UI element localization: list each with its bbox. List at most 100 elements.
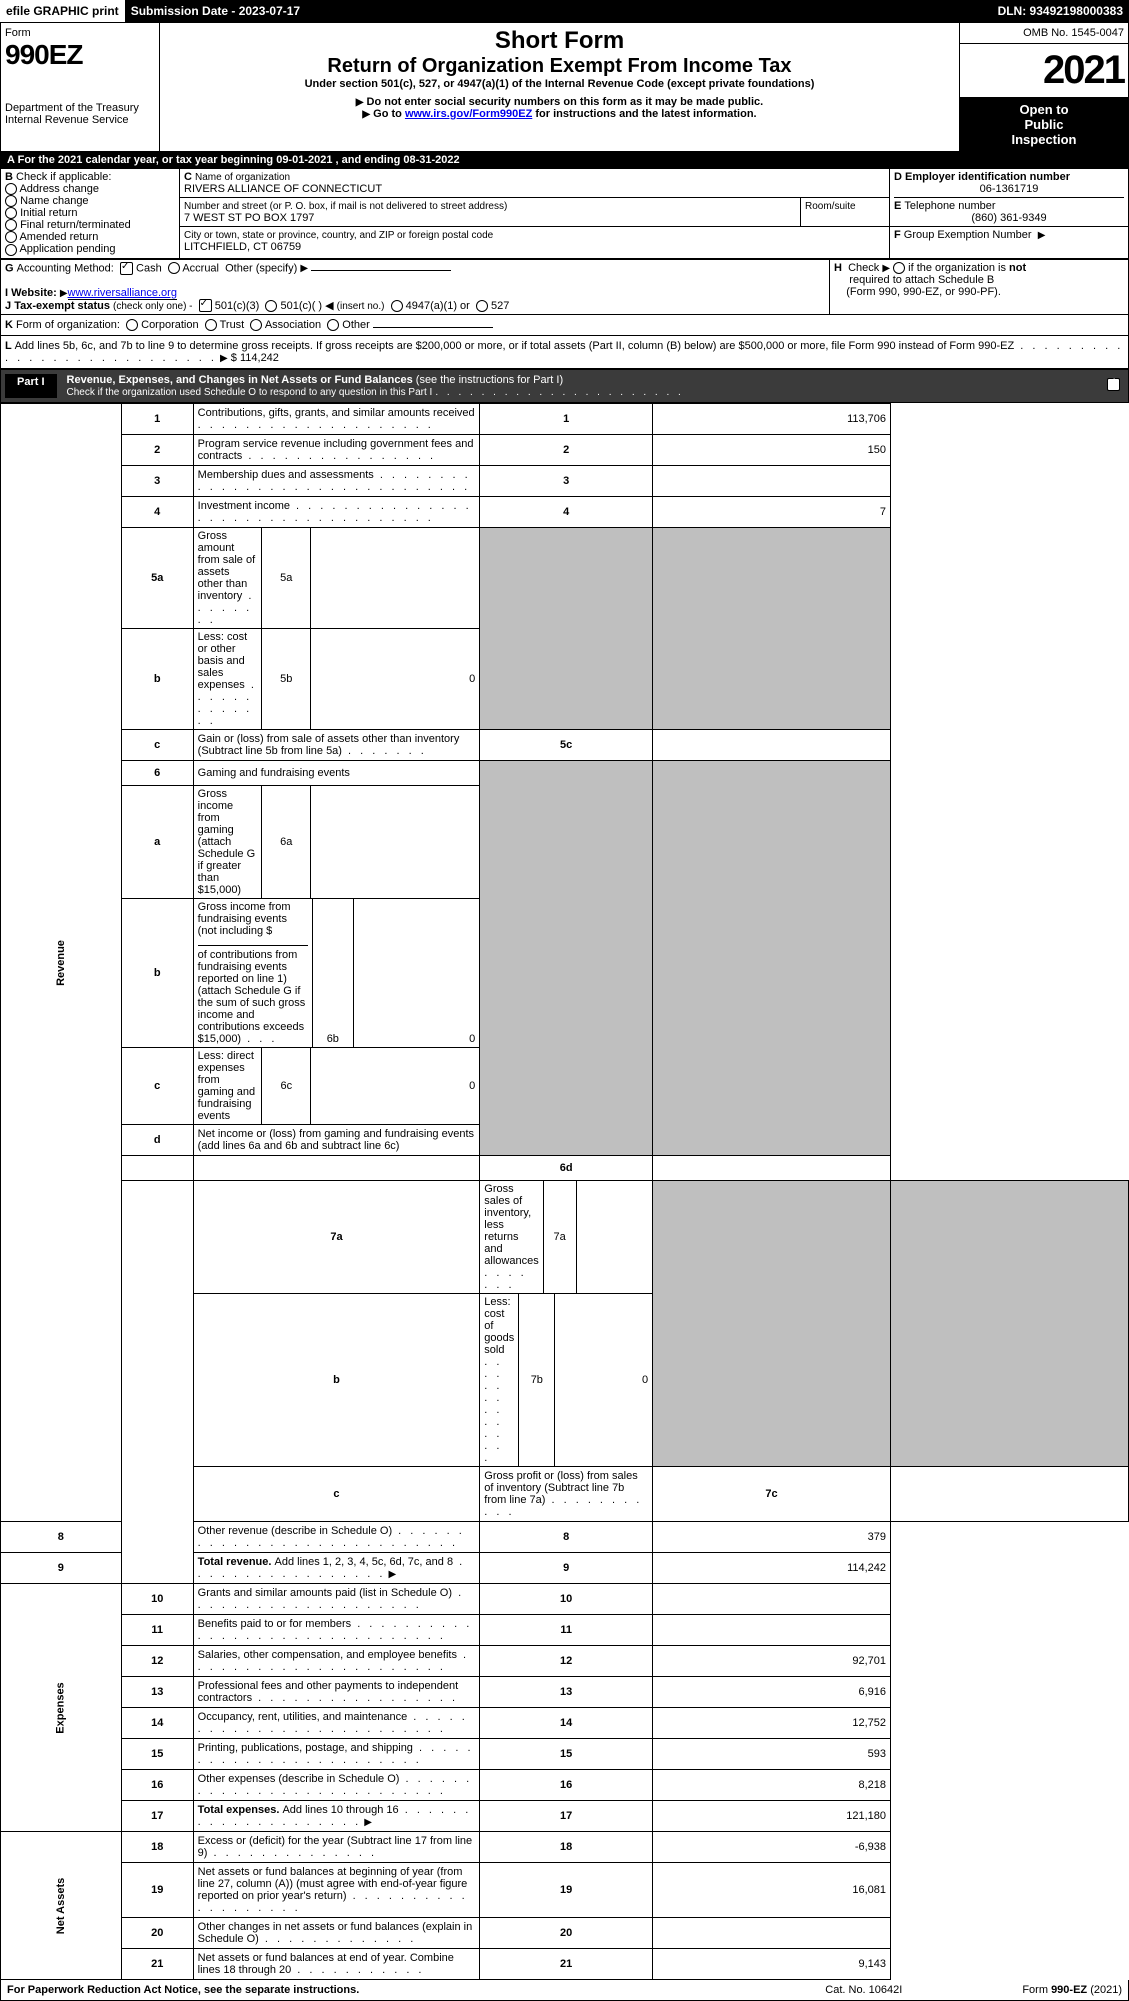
line2-amt: 150: [653, 435, 891, 466]
line12-amt: 92,701: [653, 1646, 891, 1677]
line7b-sub: 7b: [519, 1294, 555, 1466]
part1-label: Part I: [5, 374, 57, 398]
line8-text: Other revenue (describe in Schedule O) .…: [193, 1522, 480, 1553]
b-label: Check if applicable:: [16, 171, 111, 183]
g-other: Other (specify): [225, 262, 297, 274]
line6b-text2: of contributions from fundraising events…: [198, 949, 306, 1045]
note-goto: Go to www.irs.gov/Form990EZ for instruct…: [164, 108, 955, 120]
line5a-text: Gross amount from sale of assets other t…: [194, 528, 262, 628]
checkbox-other[interactable]: [327, 319, 339, 331]
note1-text: Do not enter social security numbers on …: [367, 96, 764, 108]
part1-header: Part I Revenue, Expenses, and Changes in…: [0, 369, 1129, 403]
checkbox-amended[interactable]: [5, 231, 17, 243]
l-text: Add lines 5b, 6c, and 7b to line 9 to de…: [15, 340, 1015, 352]
form-word: Form: [5, 27, 155, 39]
room-suite-label: Room/suite: [805, 201, 856, 212]
checkbox-initial-return[interactable]: [5, 207, 17, 219]
line19-amt: 16,081: [653, 1863, 891, 1918]
revenue-sidebar-cont: [121, 1181, 193, 1584]
checkbox-cash[interactable]: [120, 262, 133, 275]
checkbox-part1-scho[interactable]: [1107, 378, 1120, 391]
line5a-subamt: [311, 528, 480, 628]
line14-text: Occupancy, rent, utilities, and maintena…: [193, 1708, 480, 1739]
line5b-subamt: 0: [311, 629, 480, 729]
note2-suffix: for instructions and the latest informat…: [532, 108, 756, 120]
line7c-amt: [891, 1467, 1129, 1522]
irs: Internal Revenue Service: [5, 114, 155, 126]
g-cash: Cash: [136, 262, 162, 274]
line19-text: Net assets or fund balances at beginning…: [193, 1863, 480, 1918]
checkbox-corp[interactable]: [126, 319, 138, 331]
line3-amt: [653, 466, 891, 497]
checkbox-501c[interactable]: [265, 300, 277, 312]
line17-amt: 121,180: [653, 1801, 891, 1832]
line15-text: Printing, publications, postage, and shi…: [193, 1739, 480, 1770]
checkbox-527[interactable]: [476, 300, 488, 312]
checkbox-assoc[interactable]: [250, 319, 262, 331]
street-address: 7 WEST ST PO BOX 1797: [184, 212, 314, 224]
j-o2: 501(c)( ): [281, 300, 323, 312]
ein: 06-1361719: [894, 183, 1124, 195]
line6b-sub: 6b: [312, 899, 353, 1047]
checkbox-address-change[interactable]: [5, 183, 17, 195]
triangle-icon: [388, 1568, 396, 1580]
k-opt-1: Trust: [220, 319, 245, 331]
line5b-sub: 5b: [262, 629, 311, 729]
b-opt-0: Address change: [19, 183, 99, 195]
line6a-sub: 6a: [262, 786, 311, 898]
line5b-text: Less: cost or other basis and sales expe…: [194, 629, 262, 729]
other-line[interactable]: [373, 327, 493, 328]
checkbox-final-return[interactable]: [5, 219, 17, 231]
website-link[interactable]: www.riversalliance.org: [68, 287, 177, 300]
line18-text: Excess or (deficit) for the year (Subtra…: [193, 1832, 480, 1863]
j-ins: (insert no.): [337, 301, 385, 312]
cat-no: Cat. No. 10642I: [825, 1984, 902, 1996]
line6b-subamt: 0: [353, 899, 479, 1047]
line8-amt: 379: [653, 1522, 891, 1553]
line18-amt: -6,938: [653, 1832, 891, 1863]
checkbox-trust[interactable]: [205, 319, 217, 331]
netassets-label: Net Assets: [55, 1878, 67, 1934]
line7b-subamt: 0: [555, 1294, 652, 1466]
line21-text: Net assets or fund balances at end of ye…: [193, 1949, 480, 1980]
line10-amt: [653, 1584, 891, 1615]
triangle-icon: [300, 262, 308, 274]
b-opt-2: Initial return: [20, 207, 77, 219]
line20-amt: [653, 1918, 891, 1949]
checkbox-h[interactable]: [893, 262, 905, 274]
irs-link[interactable]: www.irs.gov/Form990EZ: [405, 108, 532, 120]
top-bar: efile GRAPHIC print Submission Date - 20…: [0, 0, 1129, 22]
other-specify-line[interactable]: [311, 270, 451, 271]
tax-year: 2021: [960, 44, 1129, 98]
line6c-subamt: 0: [311, 1048, 480, 1124]
checkbox-501c3[interactable]: [199, 299, 212, 312]
checkbox-accrual[interactable]: [168, 262, 180, 274]
open3: Inspection: [964, 132, 1124, 147]
d-label: Employer identification number: [905, 171, 1070, 183]
i-label: Website:: [11, 287, 57, 299]
triangle-icon: [364, 1816, 372, 1828]
line7a-sub: 7a: [543, 1181, 576, 1293]
checkbox-name-change[interactable]: [5, 195, 17, 207]
h-text3: required to attach Schedule B: [846, 274, 994, 286]
ghij-block: G Accounting Method: Cash Accrual Other …: [0, 259, 1129, 316]
telephone: (860) 361-9349: [894, 212, 1124, 224]
line2-text: Program service revenue including govern…: [193, 435, 480, 466]
line6-text: Gaming and fundraising events: [193, 761, 480, 786]
line13-text: Professional fees and other payments to …: [193, 1677, 480, 1708]
line6a-subamt: [311, 786, 480, 898]
checkbox-4947[interactable]: [391, 300, 403, 312]
line-a-text: For the 2021 calendar year, or tax year …: [18, 154, 460, 166]
expenses-label: Expenses: [55, 1682, 67, 1733]
checkbox-pending[interactable]: [5, 244, 17, 256]
footer-right: Form 990-EZ (2021): [1022, 1984, 1122, 1996]
b-opt-4: Amended return: [19, 231, 98, 243]
efile-label: efile GRAPHIC print: [0, 0, 125, 22]
blank-amt[interactable]: [198, 945, 308, 946]
revenue-label: Revenue: [55, 940, 67, 986]
j-note: (check only one) -: [113, 301, 192, 312]
line3-text: Membership dues and assessments . . . . …: [193, 466, 480, 497]
line5c-text: Gain or (loss) from sale of assets other…: [193, 730, 480, 761]
part1-title: Revenue, Expenses, and Changes in Net As…: [67, 374, 413, 386]
part1-sub: Check if the organization used Schedule …: [67, 387, 433, 398]
